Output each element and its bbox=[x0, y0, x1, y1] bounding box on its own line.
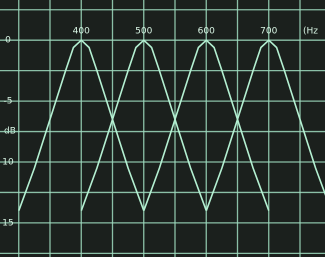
background bbox=[0, 0, 325, 257]
chart: dB (Hz 4005006007000-51015 bbox=[0, 0, 325, 257]
x-tick-label: 400 bbox=[73, 27, 90, 37]
y-tick-label: 0 bbox=[5, 36, 11, 46]
y-tick-label: 10 bbox=[2, 157, 14, 167]
page: dB (Hz 4005006007000-51015 (() => { cons… bbox=[0, 0, 325, 257]
x-tick-label: 500 bbox=[135, 27, 152, 37]
y-tick-label: -5 bbox=[4, 97, 13, 107]
y-tick-label: 15 bbox=[2, 218, 13, 228]
x-tick-label: 600 bbox=[198, 27, 215, 37]
x-tick-label: 700 bbox=[260, 27, 277, 37]
x-axis-label: (Hz bbox=[303, 27, 318, 37]
